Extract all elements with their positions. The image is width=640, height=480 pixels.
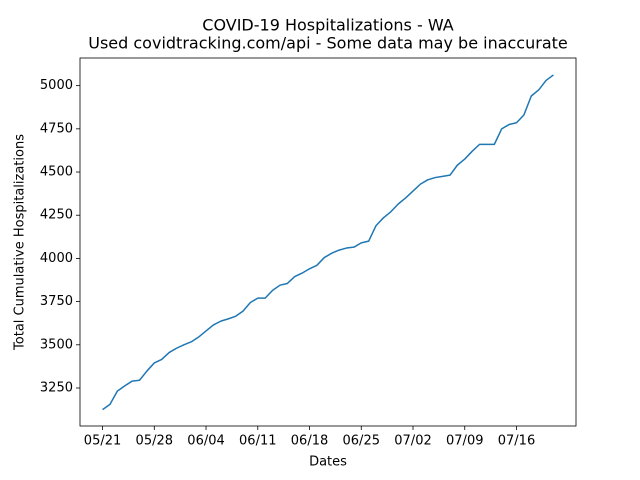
line-series [102, 74, 554, 411]
chart-subtitle: Used covidtracking.com/api - Some data m… [88, 34, 568, 53]
y-axis-label: Total Cumulative Hospitalizations [13, 134, 28, 351]
chart-title: COVID-19 Hospitalizations - WA [202, 16, 453, 35]
y-tick-label: 4250 [40, 208, 73, 223]
x-tick-label: 06/25 [343, 434, 380, 449]
x-tick-label: 05/21 [84, 434, 121, 449]
x-tick-label: 06/18 [291, 434, 328, 449]
y-tick-label: 5000 [40, 78, 73, 93]
y-tick-label: 4750 [40, 121, 73, 136]
y-tick-label: 4000 [40, 251, 73, 266]
y-tick-label: 4500 [40, 165, 73, 180]
x-tick-label: 07/09 [446, 434, 483, 449]
x-tick-label: 06/04 [187, 434, 224, 449]
x-tick-label: 05/28 [136, 434, 173, 449]
x-tick-label: 07/16 [498, 434, 535, 449]
y-tick-label: 3250 [40, 380, 73, 395]
y-tick-label: 3500 [40, 337, 73, 352]
x-axis-label: Dates [309, 455, 347, 470]
y-tick-label: 3750 [40, 294, 73, 309]
x-tick-label: 07/02 [394, 434, 431, 449]
x-tick-label: 06/11 [239, 434, 276, 449]
plot-frame [79, 57, 577, 427]
